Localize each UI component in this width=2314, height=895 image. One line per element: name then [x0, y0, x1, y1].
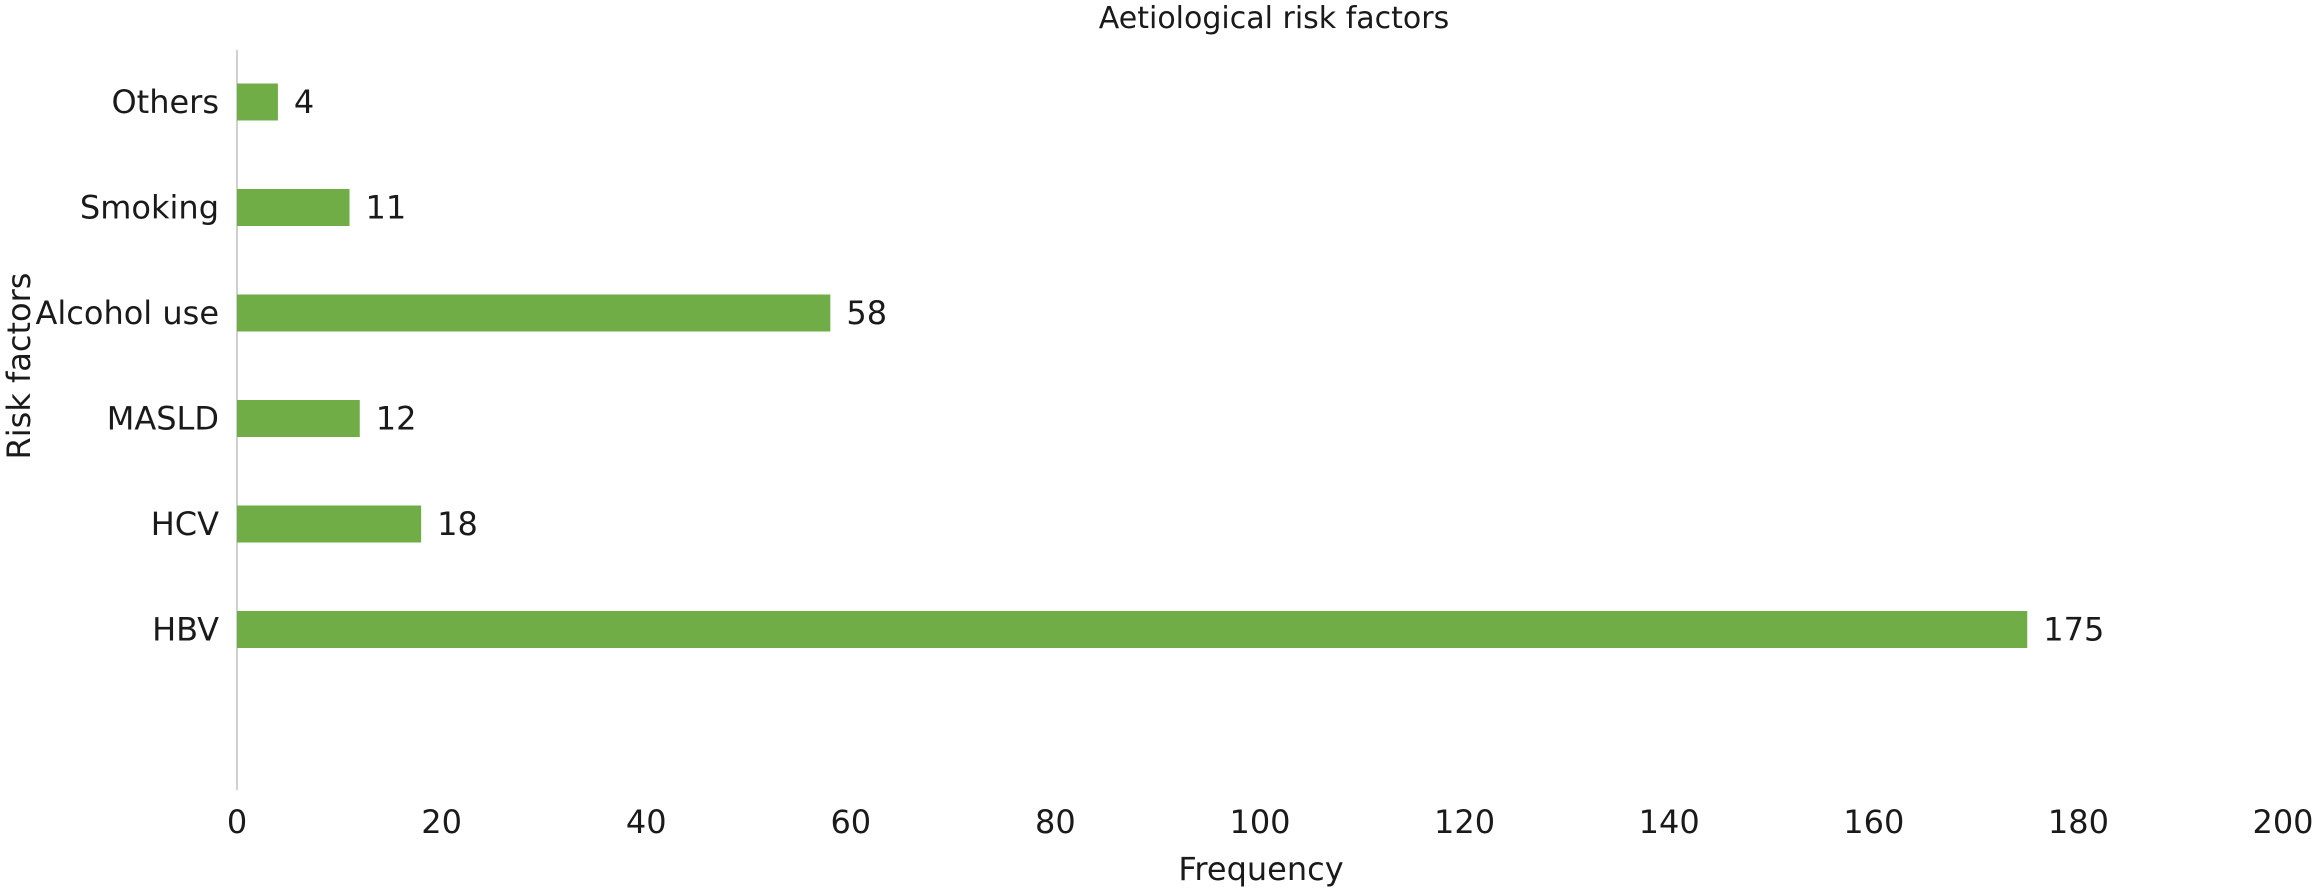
- bar-hbv: [237, 611, 2028, 648]
- x-tick-140: 140: [1639, 803, 1700, 841]
- data-label-hcv: 18: [437, 505, 478, 543]
- category-label-smoking: Smoking: [80, 189, 219, 227]
- x-tick-120: 120: [1434, 803, 1495, 841]
- x-tick-200: 200: [2252, 803, 2313, 841]
- bar-hcv: [237, 505, 422, 543]
- category-label-hbv: HBV: [152, 611, 219, 649]
- category-label-hcv: HCV: [151, 505, 219, 543]
- bar-others: [237, 83, 278, 121]
- category-label-alcohol-use: Alcohol use: [35, 294, 219, 332]
- data-label-masld: 12: [376, 400, 417, 438]
- x-tick-100: 100: [1229, 803, 1290, 841]
- x-tick-160: 160: [1843, 803, 1904, 841]
- category-label-others: Others: [111, 83, 219, 121]
- data-label-others: 4: [294, 83, 314, 121]
- data-label-smoking: 11: [366, 189, 407, 227]
- x-tick-180: 180: [2048, 803, 2109, 841]
- data-labels: 4 11 58 12 18 175: [294, 83, 2104, 649]
- x-axis-title: Frequency: [1178, 850, 1343, 888]
- bar-smoking: [237, 189, 350, 226]
- x-tick-40: 40: [626, 803, 667, 841]
- bar-alcohol-use: [237, 294, 831, 332]
- bars-group: [237, 83, 2028, 648]
- x-tick-60: 60: [830, 803, 871, 841]
- data-label-hbv: 175: [2043, 611, 2104, 649]
- x-tick-labels: 0 20 40 60 80 100 120 140 160 180 200: [227, 803, 2314, 841]
- y-axis-title: Risk factors: [0, 273, 38, 460]
- x-tick-80: 80: [1035, 803, 1076, 841]
- bar-masld: [237, 400, 360, 437]
- chart-title: Aetiological risk factors: [1099, 1, 1449, 36]
- data-label-alcohol-use: 58: [846, 294, 887, 332]
- x-tick-0: 0: [227, 803, 247, 841]
- category-labels: Others Smoking Alcohol use MASLD HCV HBV: [35, 83, 219, 649]
- x-tick-20: 20: [421, 803, 462, 841]
- category-label-masld: MASLD: [107, 400, 219, 438]
